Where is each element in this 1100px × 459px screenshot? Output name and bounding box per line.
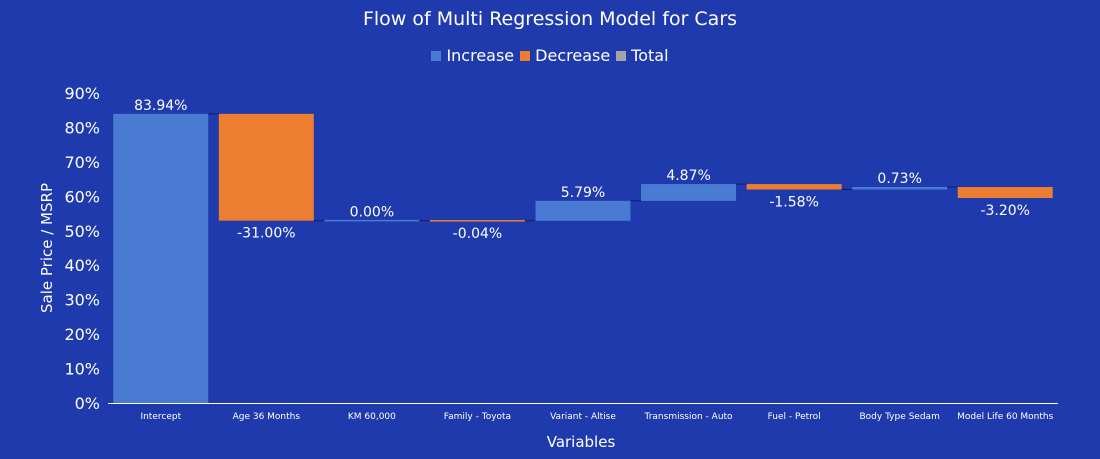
y-tick-label: 80% [64, 118, 100, 137]
data-label: 0.73% [877, 171, 921, 187]
legend-swatch-decrease [520, 50, 531, 61]
bar-family-toyota[interactable] [429, 220, 525, 222]
chart-title: Flow of Multi Regression Model for Cars [362, 8, 738, 30]
legend-label-decrease: Decrease [535, 46, 611, 65]
legend: Increase Decrease Total [0, 46, 1100, 65]
x-tick-label: Variant - Altise [550, 412, 616, 422]
legend-swatch-total [616, 50, 627, 61]
legend-item-total[interactable]: Total [616, 46, 669, 65]
x-tick-label: Age 36 Months [233, 412, 301, 422]
x-tick-label: Fuel - Petrol [768, 412, 821, 422]
data-label: 5.79% [561, 185, 605, 201]
y-axis: 0% 10% 20% 30% 40% 50% 60% 70% 80% 90% [64, 84, 100, 413]
data-labels: 83.94% -31.00% 0.00% -0.04% 5.79% 4.87% -1.58%… [134, 98, 1030, 242]
data-label: -31.00% [237, 226, 295, 242]
x-tick-label: Family - Toyota [444, 412, 511, 422]
bar-age-36-months[interactable] [218, 113, 314, 221]
bar-intercept[interactable] [113, 113, 209, 403]
bar-variant-altise[interactable] [535, 200, 631, 221]
legend-label-total: Total [631, 46, 669, 65]
legend-item-increase[interactable]: Increase [431, 46, 514, 65]
x-axis-title: Variables [547, 433, 616, 451]
data-label: -1.58% [769, 195, 819, 211]
legend-swatch-increase [431, 50, 442, 61]
y-tick-label: 60% [64, 187, 100, 206]
x-tick-label: Transmission - Auto [644, 412, 733, 422]
y-tick-label: 10% [64, 360, 100, 379]
y-tick-label: 90% [64, 84, 100, 103]
bar-model-life-60-months[interactable] [957, 186, 1053, 199]
y-tick-label: 30% [64, 291, 100, 310]
y-tick-label: 50% [64, 222, 100, 241]
bar-fuel-petrol[interactable] [746, 184, 842, 190]
x-tick-label: Intercept [140, 412, 181, 422]
y-tick-label: 0% [75, 394, 100, 413]
bars [113, 113, 1053, 403]
y-tick-label: 20% [64, 325, 100, 344]
data-label: 83.94% [134, 98, 187, 114]
legend-item-decrease[interactable]: Decrease [520, 46, 610, 65]
data-label: 0.00% [350, 205, 394, 221]
bar-transmission-auto[interactable] [641, 184, 737, 201]
x-tick-label: KM 60,000 [348, 412, 396, 422]
x-tick-label: Body Type Sedam [859, 412, 939, 422]
x-axis: Intercept Age 36 Months KM 60,000 Family - … [108, 403, 1058, 422]
legend-label-increase: Increase [446, 46, 515, 65]
y-tick-label: 70% [64, 153, 100, 172]
data-label: -3.20% [980, 203, 1030, 219]
bar-body-type-sedam[interactable] [852, 186, 948, 190]
y-tick-label: 40% [64, 256, 100, 275]
bar-km-60-000[interactable] [324, 219, 420, 222]
data-label: -0.04% [453, 226, 503, 242]
data-label: 4.87% [666, 168, 710, 184]
y-axis-title: Sale Price / MSRP [38, 183, 56, 313]
x-tick-label: Model Life 60 Months [957, 412, 1053, 422]
